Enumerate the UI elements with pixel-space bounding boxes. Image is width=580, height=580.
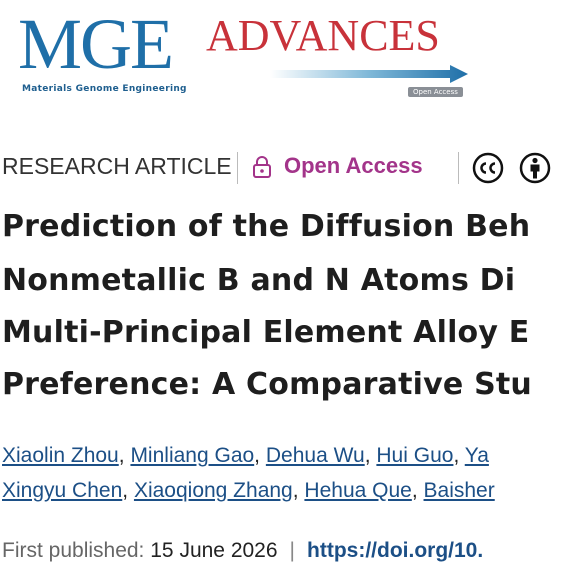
published-date: 15 June 2026 [150,539,278,562]
title-line: Prediction of the Diffusion Beh [2,209,531,244]
article-type: RESEARCH ARTICLE [2,153,232,179]
author-separator: , [118,444,125,467]
title-line: Nonmetallic B and N Atoms Di [2,263,516,298]
logo-subtitle: Materials Genome Engineering [22,84,187,94]
author-separator: , [254,444,261,467]
title-line: Multi-Principal Element Alloy E [2,315,530,350]
author-separator: , [411,479,418,502]
open-access[interactable]: Open Access [284,153,423,178]
author-name[interactable]: Hui Guo [376,444,454,467]
separator: | [289,539,296,562]
logo-badge: Open Access [408,87,463,97]
author-separator: , [453,444,460,467]
title-line: Preference: A Comparative Stu [2,367,532,402]
author-separator: , [364,444,371,467]
author-name[interactable]: Dehua Wu [265,444,365,467]
lock-icon [253,156,271,178]
author-name[interactable]: Xiaolin Zhou [2,444,119,467]
logo-secondary: ADVANCES [206,11,440,60]
author-line: Xingyu Chen, Xiaoqiong Zhang, Hehua Que,… [2,479,495,503]
author-name[interactable]: Xingyu Chen [2,479,123,502]
author-name[interactable]: Hehua Que [304,479,412,502]
author-line: Xiaolin Zhou, Minliang Gao, Dehua Wu, Hu… [2,444,489,468]
divider [237,152,238,184]
logo-arrow [270,65,468,83]
author-separator: , [292,479,299,502]
author-name[interactable]: Ya [464,444,489,467]
doi-link[interactable]: https://doi.org/10. [307,539,484,562]
license-icons[interactable] [472,151,562,185]
published-label: First published: [2,539,145,562]
publication-info: First published: 15 June 2026 | https://do… [2,539,483,563]
author-name[interactable]: Minliang Gao [130,444,255,467]
author-name[interactable]: Baisher [423,479,495,502]
divider [458,152,459,184]
logo-main: MGE [18,4,174,84]
author-name[interactable]: Xiaoqiong Zhang [133,479,293,502]
author-separator: , [122,479,129,502]
